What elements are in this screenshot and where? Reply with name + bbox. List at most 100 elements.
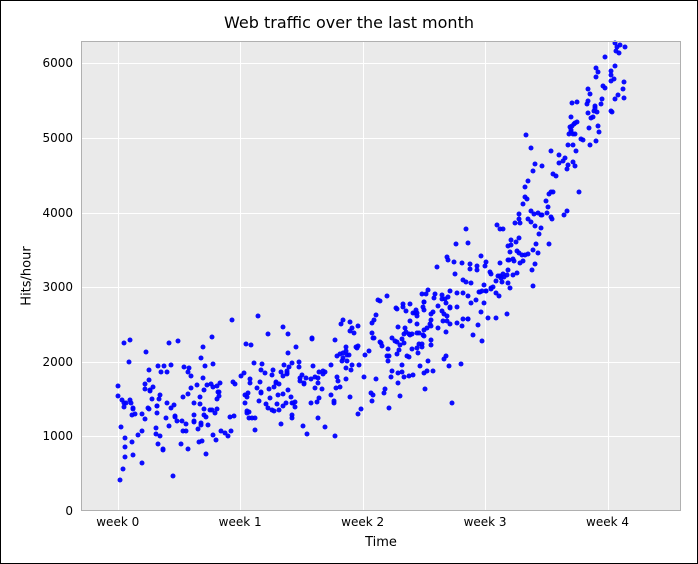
data-point bbox=[216, 394, 221, 399]
data-point bbox=[310, 363, 315, 368]
data-point bbox=[532, 224, 537, 229]
data-point bbox=[398, 394, 403, 399]
data-point bbox=[570, 131, 575, 136]
y-tick-label: 6000 bbox=[23, 56, 73, 70]
data-point bbox=[532, 162, 537, 167]
data-point bbox=[328, 392, 333, 397]
data-point bbox=[450, 400, 455, 405]
data-point bbox=[316, 415, 321, 420]
data-point bbox=[374, 313, 379, 318]
data-point bbox=[602, 54, 607, 59]
data-point bbox=[460, 260, 465, 265]
data-point bbox=[130, 453, 135, 458]
data-point bbox=[613, 49, 618, 54]
data-point bbox=[348, 394, 353, 399]
data-point bbox=[385, 358, 390, 363]
data-point bbox=[576, 189, 581, 194]
data-point bbox=[400, 336, 405, 341]
data-point bbox=[130, 412, 135, 417]
data-point bbox=[568, 127, 573, 132]
data-point bbox=[451, 260, 456, 265]
data-point bbox=[290, 412, 295, 417]
data-point bbox=[512, 258, 517, 263]
data-point bbox=[301, 381, 306, 386]
data-point bbox=[586, 111, 591, 116]
data-point bbox=[202, 407, 207, 412]
data-point bbox=[422, 387, 427, 392]
x-axis-label: Time bbox=[365, 535, 397, 550]
data-point bbox=[442, 357, 447, 362]
data-point bbox=[452, 272, 457, 277]
data-point bbox=[470, 333, 475, 338]
data-point bbox=[344, 377, 349, 382]
data-point bbox=[574, 100, 579, 105]
data-point bbox=[150, 397, 155, 402]
data-point bbox=[199, 355, 204, 360]
data-point bbox=[349, 368, 354, 373]
data-point bbox=[119, 424, 124, 429]
data-point bbox=[581, 138, 586, 143]
data-point bbox=[274, 402, 279, 407]
data-point bbox=[432, 292, 437, 297]
y-tick-label: 2000 bbox=[23, 355, 73, 369]
data-point bbox=[415, 322, 420, 327]
data-point bbox=[268, 396, 273, 401]
data-point bbox=[591, 115, 596, 120]
data-point bbox=[181, 394, 186, 399]
data-point bbox=[243, 400, 248, 405]
data-point bbox=[573, 148, 578, 153]
data-point bbox=[366, 349, 371, 354]
data-point bbox=[286, 364, 291, 369]
data-point bbox=[188, 386, 193, 391]
data-point bbox=[359, 407, 364, 412]
data-point bbox=[356, 362, 361, 367]
data-point bbox=[270, 372, 275, 377]
data-point bbox=[421, 299, 426, 304]
data-point bbox=[505, 257, 510, 262]
data-point bbox=[479, 338, 484, 343]
x-tick-label: week 0 bbox=[96, 515, 139, 529]
y-tick-label: 3000 bbox=[23, 280, 73, 294]
data-point bbox=[459, 362, 464, 367]
data-point bbox=[385, 293, 390, 298]
data-point bbox=[157, 392, 162, 397]
data-point bbox=[557, 160, 562, 165]
data-point bbox=[191, 418, 196, 423]
data-point bbox=[166, 423, 171, 428]
data-point bbox=[444, 329, 449, 334]
data-point bbox=[321, 369, 326, 374]
data-point bbox=[280, 325, 285, 330]
data-point bbox=[323, 424, 328, 429]
data-point bbox=[333, 338, 338, 343]
data-point bbox=[526, 216, 531, 221]
data-point bbox=[144, 350, 149, 355]
data-point bbox=[280, 391, 285, 396]
data-point bbox=[563, 156, 568, 161]
data-point bbox=[436, 325, 441, 330]
data-point bbox=[266, 331, 271, 336]
data-point bbox=[497, 260, 502, 265]
data-point bbox=[595, 124, 600, 129]
data-point bbox=[445, 313, 450, 318]
data-point bbox=[585, 87, 590, 92]
data-point bbox=[340, 317, 345, 322]
data-point bbox=[413, 310, 418, 315]
data-point bbox=[506, 268, 511, 273]
data-point bbox=[481, 301, 486, 306]
data-point bbox=[396, 381, 401, 386]
data-point bbox=[315, 380, 320, 385]
data-point bbox=[423, 292, 428, 297]
data-point bbox=[476, 323, 481, 328]
data-point bbox=[232, 414, 237, 419]
data-point bbox=[530, 283, 535, 288]
data-point bbox=[422, 371, 427, 376]
data-point bbox=[496, 273, 501, 278]
data-point bbox=[374, 376, 379, 381]
data-point bbox=[154, 411, 159, 416]
data-point bbox=[570, 143, 575, 148]
data-point bbox=[615, 92, 620, 97]
data-point bbox=[609, 79, 614, 84]
data-point bbox=[550, 189, 555, 194]
data-point bbox=[453, 242, 458, 247]
data-point bbox=[297, 365, 302, 370]
